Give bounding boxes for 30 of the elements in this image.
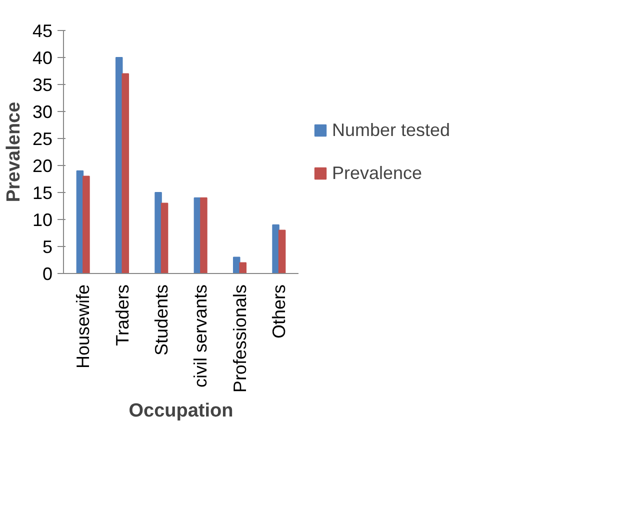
bar (82, 176, 90, 274)
y-tick-label: 25 (32, 129, 53, 149)
y-tick-label: 45 (32, 21, 53, 41)
x-tick-label: Traders (112, 284, 132, 346)
y-tick-label: 10 (32, 210, 53, 230)
bar (160, 202, 168, 274)
bar (115, 57, 123, 274)
bar (239, 262, 247, 274)
bar (122, 73, 130, 274)
x-tick-label: Housewife (73, 284, 94, 369)
legend-label: Prevalence (332, 162, 422, 184)
x-tick-label: Professionals (230, 284, 250, 393)
y-tick-label: 20 (32, 156, 53, 176)
y-tick-label: 0 (42, 264, 53, 284)
y-axis-title: Prevalence (3, 102, 24, 202)
x-tick-label: Others (268, 284, 289, 339)
x-axis-title: Occupation (128, 400, 234, 422)
y-tick-label: 30 (32, 102, 53, 122)
bar (272, 224, 280, 274)
x-tick-label: civil servants (190, 284, 211, 388)
y-tick-label: 40 (32, 48, 53, 68)
y-tick-label: 15 (32, 183, 53, 203)
x-tick-label: Students (151, 284, 172, 356)
bar (232, 256, 240, 274)
y-tick-label: 35 (32, 75, 53, 95)
legend-label: Number tested (332, 120, 450, 140)
bar (278, 230, 286, 274)
bar (200, 197, 208, 274)
y-tick-label: 5 (42, 237, 53, 257)
bar (154, 192, 162, 274)
